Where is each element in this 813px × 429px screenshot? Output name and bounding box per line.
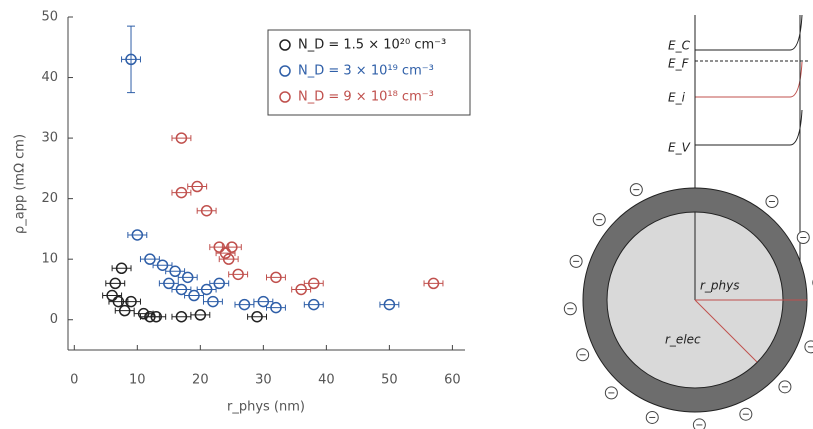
x-error-bar — [267, 305, 286, 311]
x-error-bar — [159, 280, 178, 286]
x-error-bar — [304, 302, 323, 308]
x-error-bar — [178, 274, 197, 280]
label-ev: E_V — [668, 141, 691, 155]
x-tick-label: 60 — [444, 373, 461, 388]
y-tick-label: 50 — [41, 10, 58, 25]
x-error-bar — [106, 280, 125, 286]
label-ef: E_F — [668, 57, 690, 71]
x-tick-label: 40 — [318, 373, 335, 388]
charge — [693, 419, 705, 429]
legend-label: N_D = 9 × 10¹⁸ cm⁻³ — [298, 90, 434, 105]
label-r-phys: r_phys — [700, 279, 740, 293]
x-error-bar — [424, 280, 443, 286]
x-error-bar — [197, 208, 216, 214]
x-error-bar — [203, 299, 222, 305]
x-error-bar — [103, 293, 122, 299]
conduction-band — [695, 15, 802, 50]
x-error-bar — [122, 299, 141, 305]
legend-label: N_D = 3 × 10¹⁹ cm⁻³ — [298, 64, 434, 79]
x-tick-label: 20 — [192, 373, 209, 388]
x-axis-label: r_phys (nm) — [227, 400, 305, 415]
x-error-bar — [128, 232, 147, 238]
x-error-bar — [185, 293, 204, 299]
y-tick-label: 20 — [41, 191, 58, 206]
x-error-bar — [235, 302, 254, 308]
x-error-bar — [172, 286, 191, 292]
x-error-bar — [153, 262, 172, 268]
figure: E_C E_F E_i E_V r_phys r_elec r_phys (nm… — [0, 0, 813, 429]
x-error-bar — [140, 256, 159, 262]
x-error-bar — [191, 312, 210, 318]
x-tick-label: 50 — [381, 373, 398, 388]
y-axis-label: ρ_app (mΩ cm) — [13, 134, 28, 234]
y-tick-label: 10 — [41, 252, 58, 267]
x-error-bar — [172, 190, 191, 196]
x-error-bar — [112, 265, 131, 271]
x-error-bar — [172, 314, 191, 320]
x-error-bar — [166, 268, 185, 274]
x-error-bar — [115, 308, 134, 314]
x-error-bar — [254, 299, 273, 305]
x-error-bar — [380, 302, 399, 308]
intrinsic-level — [695, 62, 802, 97]
band-diagram: E_C E_F E_i E_V r_phys r_elec — [564, 15, 813, 429]
x-error-bar — [172, 135, 191, 141]
x-error-bar — [188, 184, 207, 190]
valence-band — [695, 110, 802, 145]
x-error-bar — [222, 244, 241, 250]
x-tick-label: 10 — [129, 373, 146, 388]
x-error-bar — [304, 280, 323, 286]
y-tick-label: 0 — [50, 312, 58, 327]
label-r-elec: r_elec — [665, 333, 701, 347]
x-error-bar — [267, 274, 286, 280]
x-error-bar — [248, 314, 267, 320]
x-error-bar — [229, 271, 248, 277]
legend-label: N_D = 1.5 × 10²⁰ cm⁻³ — [298, 38, 446, 53]
label-ei: E_i — [668, 91, 686, 105]
x-error-bar — [292, 286, 311, 292]
x-error-bar — [147, 314, 166, 320]
x-error-bar — [197, 286, 216, 292]
y-tick-label: 40 — [41, 70, 58, 85]
x-tick-label: 30 — [255, 373, 272, 388]
y-tick-label: 30 — [41, 131, 58, 146]
x-tick-label: 0 — [70, 373, 78, 388]
x-error-bar — [210, 280, 229, 286]
label-ec: E_C — [668, 39, 691, 53]
